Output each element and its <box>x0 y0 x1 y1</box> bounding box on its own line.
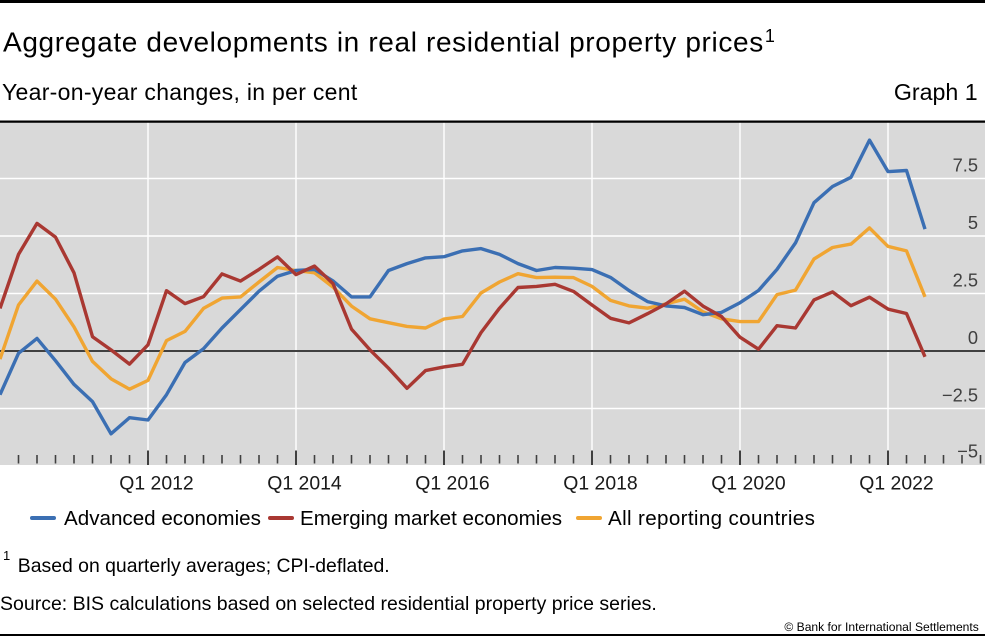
svg-text:2.5: 2.5 <box>953 270 978 291</box>
svg-text:5: 5 <box>968 212 978 233</box>
svg-text:Q1 2018: Q1 2018 <box>563 473 637 495</box>
svg-text:Q1 2020: Q1 2020 <box>711 473 786 495</box>
svg-text:−5: −5 <box>957 441 978 462</box>
svg-text:Q1 2022: Q1 2022 <box>859 473 933 495</box>
svg-text:7.5: 7.5 <box>953 155 978 176</box>
svg-text:0: 0 <box>968 327 978 348</box>
svg-text:Q1 2014: Q1 2014 <box>267 473 342 495</box>
svg-text:Q1 2012: Q1 2012 <box>119 473 193 495</box>
svg-text:Q1 2016: Q1 2016 <box>415 473 489 495</box>
svg-text:−2.5: −2.5 <box>942 385 978 406</box>
